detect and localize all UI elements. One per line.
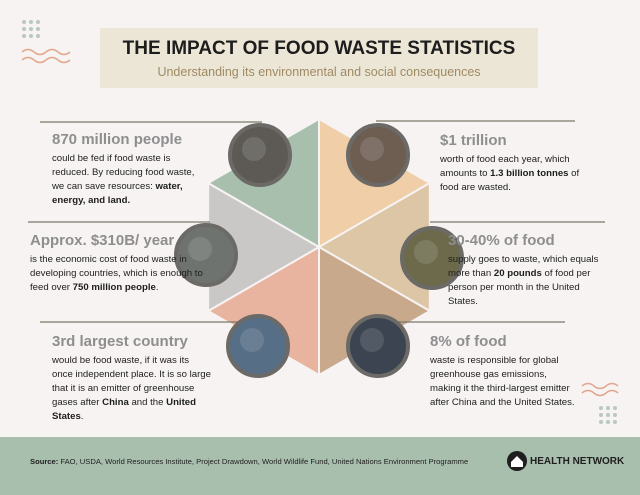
footer-band (0, 437, 640, 495)
photo (346, 314, 410, 378)
brand-logo-house (511, 456, 523, 467)
photo (174, 223, 238, 287)
stat-headline: 8% of food (430, 333, 507, 350)
photos (174, 123, 464, 378)
photo-highlight (360, 328, 384, 352)
dots (22, 20, 617, 424)
bold-text: 750 million people (72, 282, 156, 293)
photo (346, 123, 410, 187)
brand-name: HEALTH NETWORK (530, 456, 625, 467)
source-label: Source: (30, 457, 59, 466)
stat-headline: $1 trillion (440, 132, 507, 149)
text: would be food waste, if it was its once … (52, 355, 211, 408)
bold-text: United States (52, 397, 196, 422)
text: could be fed if food waste is reduced. B… (52, 153, 195, 192)
stat-body: is the economic cost of food waste in de… (30, 253, 205, 295)
bold-text: China (102, 397, 129, 408)
source: Source: FAO, USDA, World Resources Insti… (30, 457, 468, 466)
photo (226, 314, 290, 378)
text: of food are wasted. (440, 168, 580, 193)
text: is the economic cost of food waste in de… (30, 254, 203, 293)
bold-text: 20 pounds (493, 268, 542, 279)
text: . (155, 282, 159, 293)
text: and the (128, 397, 167, 408)
stat-body: waste is responsible for global greenhou… (430, 354, 580, 410)
text: supply goes to waste, which equals more … (448, 254, 599, 279)
stat-body: worth of food each year, which amounts t… (440, 153, 590, 195)
stat-body: would be food waste, if it was its once … (52, 354, 212, 424)
photo-highlight (242, 137, 266, 161)
stat-headline: 870 million people (52, 131, 183, 148)
photo (228, 123, 292, 187)
photo-highlight (240, 328, 264, 352)
text: worth of food each year, which amounts t… (440, 154, 570, 179)
waves (21, 48, 619, 397)
title: THE IMPACT OF FOOD WASTE STATISTICS (122, 38, 516, 59)
bold-text: 1.3 billion tonnes (490, 168, 569, 179)
stat-headline: 3rd largest country (52, 333, 188, 350)
photo-highlight (360, 137, 384, 161)
stat-headline: Approx. $310B/ year (30, 232, 175, 249)
stat-headline: 30-40% of food (448, 232, 555, 249)
header-banner (100, 28, 538, 88)
text: . (80, 411, 84, 422)
photo (400, 226, 464, 290)
source-text: FAO, USDA, World Resources Institute, Pr… (58, 457, 469, 466)
photo-highlight (188, 237, 212, 261)
stat-body: supply goes to waste, which equals more … (448, 253, 608, 309)
bold-text: water, energy, and land. (52, 181, 183, 206)
subtitle: Understanding its environmental and soci… (157, 65, 481, 79)
stat-body: could be fed if food waste is reduced. B… (52, 152, 202, 208)
connector-lines (28, 120, 605, 323)
photo-highlight (414, 240, 438, 264)
text: waste is responsible for global greenhou… (430, 355, 575, 408)
text: of food per person per month in the Unit… (448, 268, 591, 307)
